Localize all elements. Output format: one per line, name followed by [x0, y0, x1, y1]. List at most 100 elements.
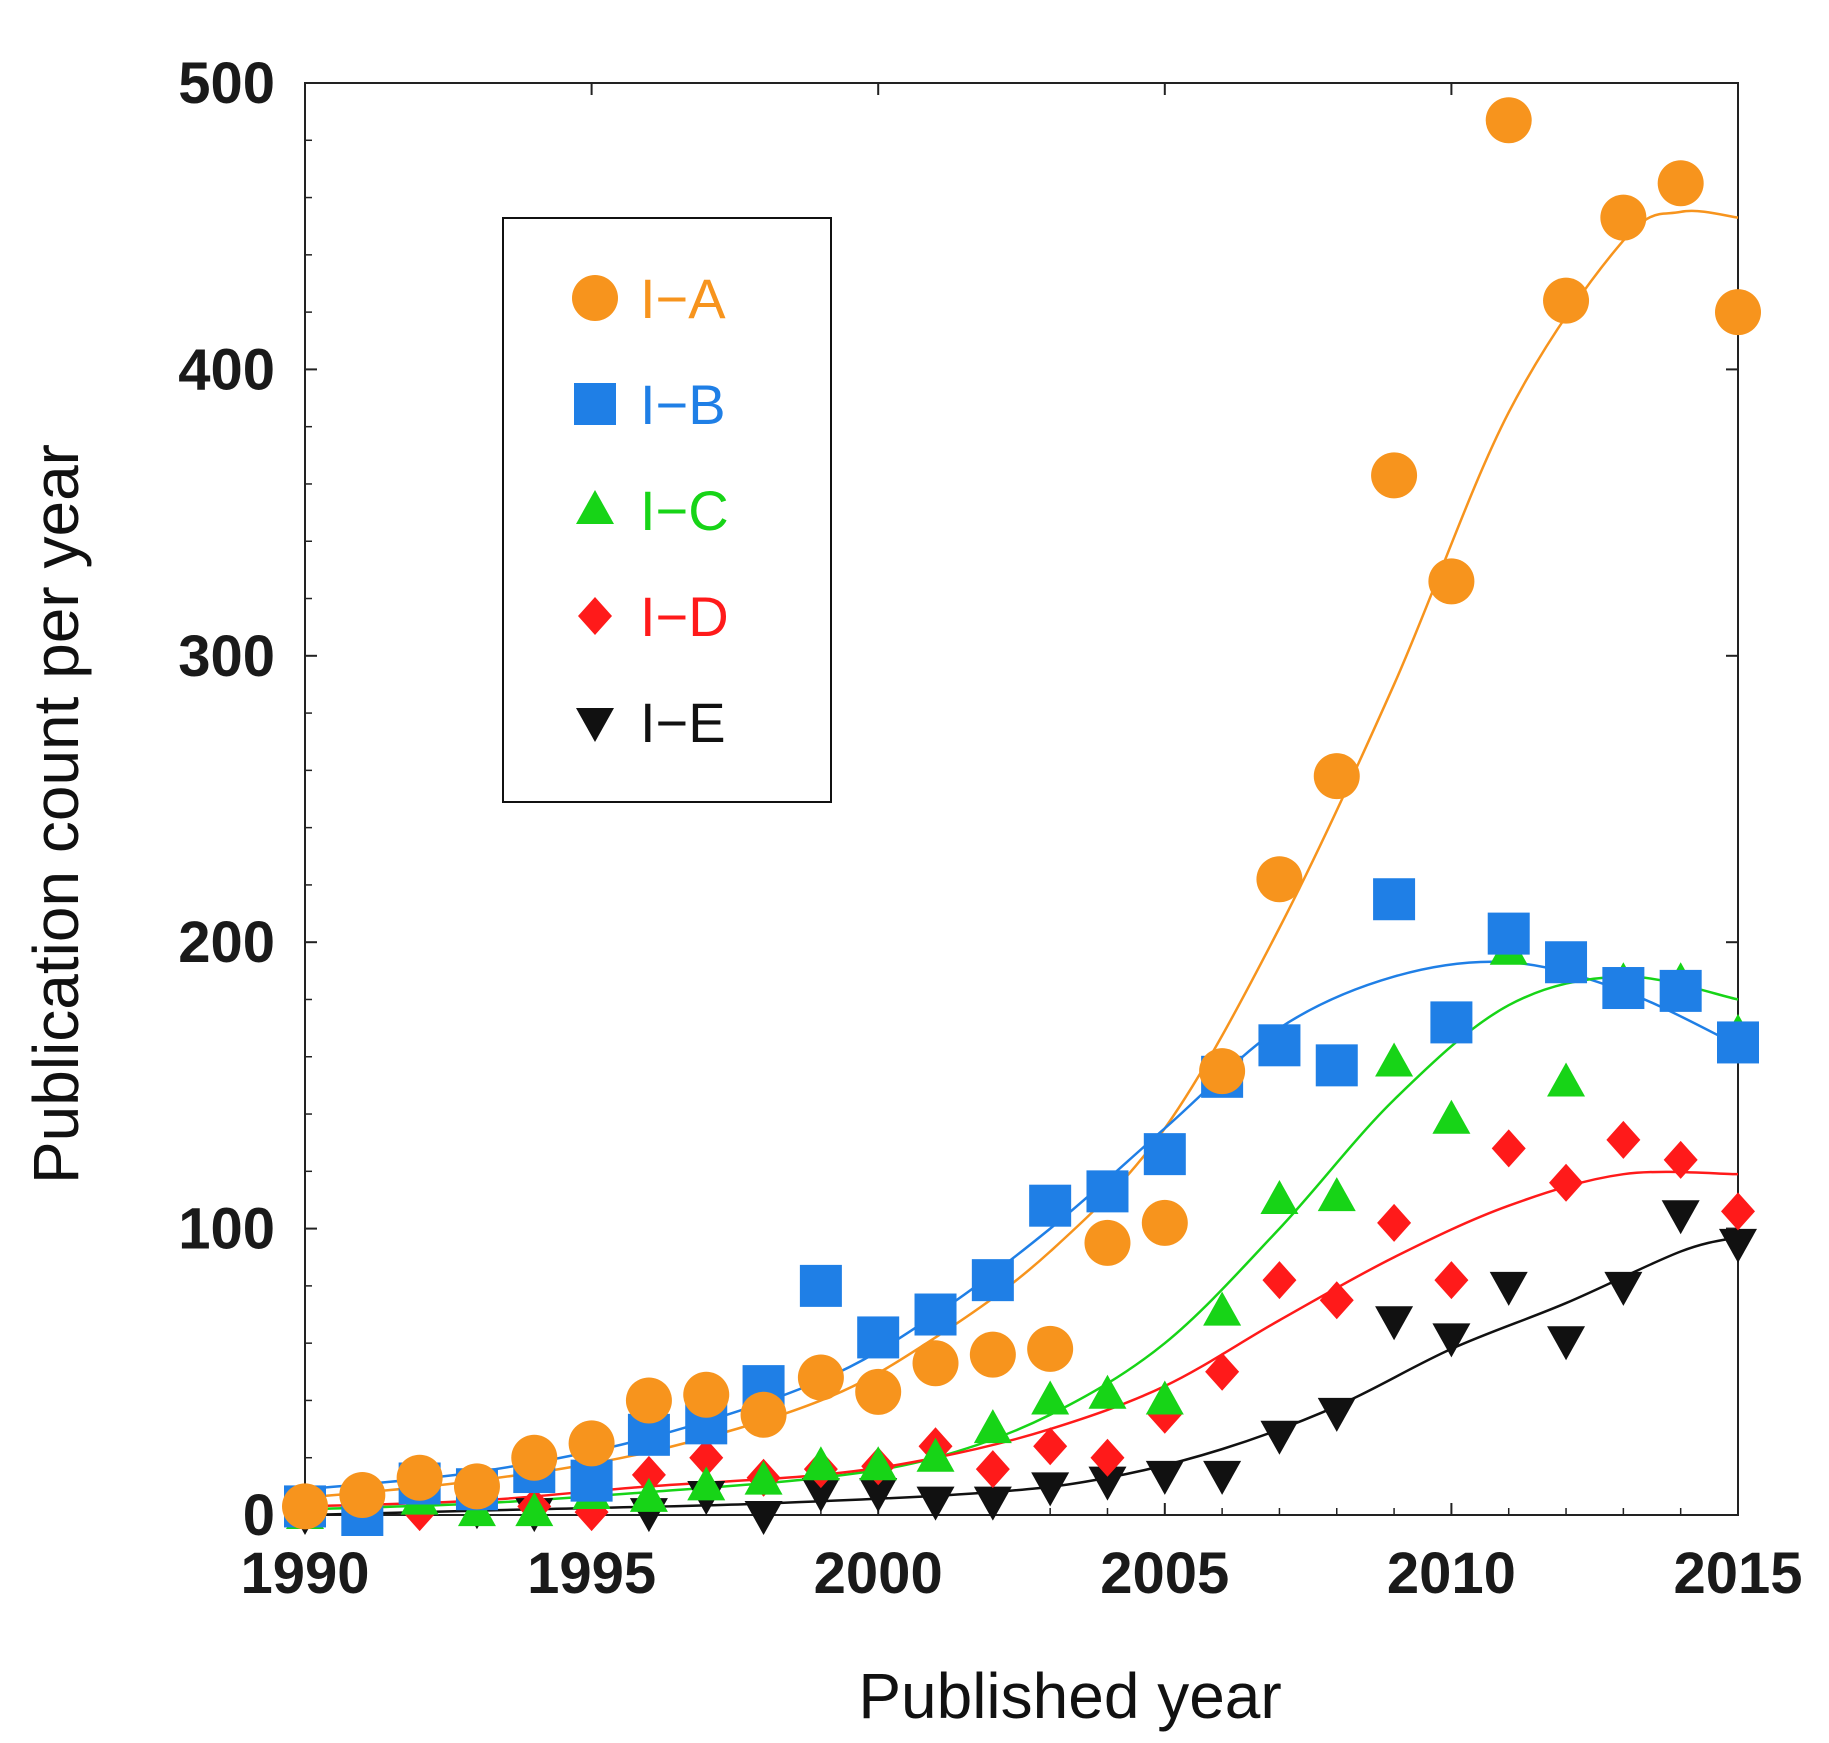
legend-label: I−B — [640, 373, 726, 436]
legend-label: I−E — [640, 691, 726, 754]
data-point — [1715, 289, 1761, 336]
data-point — [912, 1340, 959, 1387]
data-point — [396, 1454, 443, 1501]
data-point — [973, 1486, 1012, 1521]
data-point — [1203, 1291, 1242, 1326]
data-point — [1489, 1271, 1528, 1306]
data-point — [282, 1483, 328, 1530]
data-point — [1375, 1306, 1414, 1341]
data-point — [1547, 1326, 1586, 1361]
data-point — [859, 1478, 898, 1513]
data-point — [1033, 1427, 1068, 1466]
data-point — [570, 1459, 613, 1502]
data-point — [1663, 1140, 1698, 1179]
data-point — [1088, 1374, 1127, 1409]
x-tick-label: 2010 — [1387, 1541, 1516, 1606]
data-point — [1315, 1044, 1358, 1087]
legend-box — [502, 217, 832, 803]
data-point — [1549, 1163, 1584, 1202]
legend-marker — [572, 275, 618, 321]
data-point — [1205, 1352, 1240, 1391]
data-point — [799, 1264, 842, 1307]
data-point — [629, 1477, 668, 1512]
axes: 1990 1995 2000 2005 2010 2015 0 100 200 300 400 500 — [178, 51, 1802, 1606]
data-point — [973, 1409, 1012, 1444]
data-point — [1090, 1438, 1125, 1477]
legend-marker — [576, 708, 614, 742]
data-point — [1141, 1199, 1188, 1246]
x-tick-label: 1995 — [527, 1541, 656, 1606]
y-tick-label: 200 — [178, 910, 275, 975]
data-point — [855, 1368, 902, 1415]
data-point — [1491, 1129, 1526, 1168]
data-point — [1199, 1048, 1246, 1095]
data-point — [1487, 912, 1530, 955]
legend: I−A I−B I−C I−D I−E — [502, 217, 832, 803]
data-point — [1256, 856, 1303, 903]
data-point — [1031, 1472, 1070, 1507]
data-point — [1604, 1271, 1643, 1306]
legend-label: I−C — [640, 479, 729, 542]
data-point — [1543, 277, 1590, 324]
legend-marker — [578, 597, 612, 635]
data-point — [1434, 1261, 1469, 1300]
data-point — [1547, 1062, 1586, 1097]
data-point — [1260, 1420, 1299, 1455]
y-tick-label: 100 — [178, 1197, 275, 1262]
data-point — [1600, 194, 1647, 241]
data-point — [1317, 1177, 1356, 1212]
data-point — [1717, 1021, 1759, 1064]
data-point — [1485, 97, 1532, 144]
y-tick-label: 400 — [178, 337, 275, 402]
data-point — [1428, 558, 1475, 605]
data-point — [1143, 1133, 1186, 1176]
data-point — [969, 1331, 1016, 1378]
data-point — [511, 1434, 558, 1481]
data-point — [1203, 1460, 1242, 1495]
data-point — [683, 1371, 730, 1418]
data-point — [1430, 1001, 1473, 1044]
data-point — [1373, 878, 1416, 921]
data-point — [689, 1438, 724, 1477]
data-point — [568, 1420, 615, 1467]
data-point — [1377, 1203, 1412, 1242]
data-point — [740, 1391, 787, 1438]
y-tick-label: 0 — [243, 1483, 275, 1548]
data-point — [1545, 941, 1588, 984]
legend-items: I−A I−B I−C I−D I−E — [572, 267, 729, 754]
data-point — [1031, 1380, 1070, 1415]
x-tick-label: 2005 — [1100, 1541, 1229, 1606]
data-point — [1375, 1042, 1414, 1077]
x-tick-label: 2000 — [814, 1541, 943, 1606]
data-point — [1027, 1325, 1074, 1372]
data-point — [1319, 1281, 1354, 1320]
x-axis-title: Published year — [858, 1660, 1281, 1732]
data-point — [916, 1486, 955, 1521]
data-point — [971, 1259, 1014, 1302]
y-tick-label: 500 — [178, 51, 275, 116]
x-tick-label: 1990 — [240, 1541, 369, 1606]
data-point — [1313, 753, 1360, 800]
data-point — [1602, 967, 1645, 1010]
data-point — [1029, 1184, 1072, 1227]
data-point — [1719, 1228, 1757, 1263]
data-point — [916, 1437, 955, 1472]
data-point — [797, 1354, 844, 1401]
data-point — [914, 1293, 957, 1336]
data-point — [1145, 1460, 1184, 1495]
data-point — [801, 1446, 840, 1481]
data-point — [857, 1316, 900, 1359]
data-point — [1432, 1323, 1471, 1358]
data-point — [625, 1377, 672, 1424]
data-point — [1260, 1179, 1299, 1214]
data-point — [631, 1455, 666, 1494]
data-point — [1145, 1380, 1184, 1415]
data-point — [744, 1460, 783, 1495]
data-point — [1721, 1192, 1755, 1231]
data-point — [1262, 1261, 1297, 1300]
data-point — [1258, 1024, 1301, 1067]
data-point — [687, 1466, 726, 1501]
y-tick-label: 300 — [178, 624, 275, 689]
data-point — [1661, 1200, 1700, 1235]
